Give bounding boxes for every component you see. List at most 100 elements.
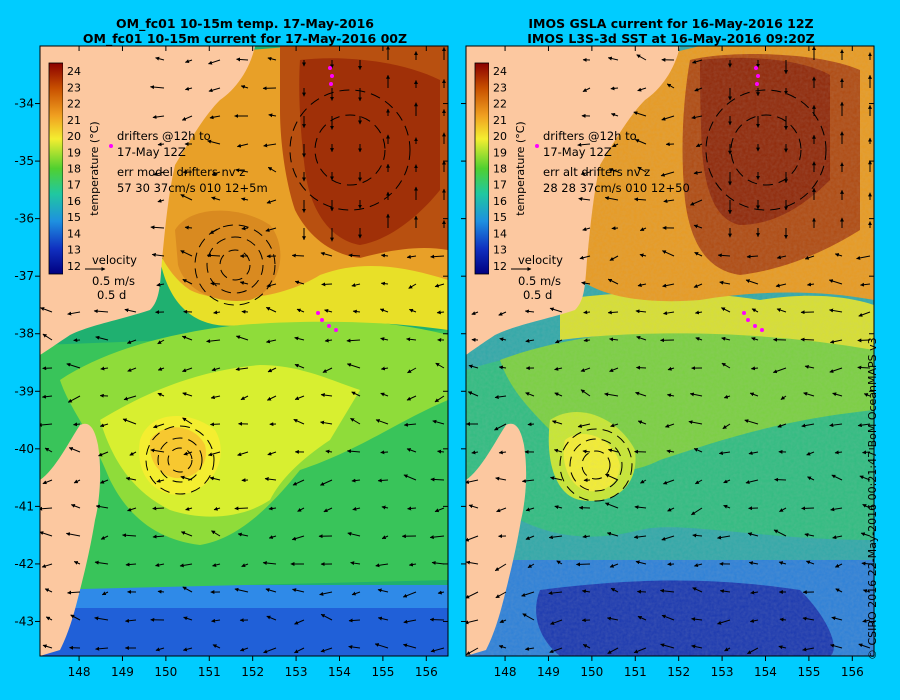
current-arrow [352,506,361,511]
current-arrow [780,395,787,400]
current-arrow [857,338,871,343]
current-arrow [554,505,563,510]
current-arrow [722,423,731,430]
drifters-label-line2: 17-May 12Z [117,145,186,159]
colorbar-tick-label: 16 [67,195,81,208]
colorbar-tick-label: 12 [493,260,507,273]
current-arrow [263,143,277,148]
current-arrow [240,85,249,89]
current-arrow [548,535,563,540]
current-arrow [429,535,445,540]
current-arrow [694,310,703,315]
colorbar-tick-label: 19 [493,146,507,159]
current-arrow [180,250,193,257]
current-arrow [212,563,221,567]
current-arrow [693,170,703,175]
current-arrow [606,616,619,621]
current-arrow [211,367,221,372]
current-arrow [554,392,563,397]
current-arrow [320,251,333,257]
current-arrow [720,307,731,313]
lon-tick-label: 152 [241,665,264,679]
current-arrow [348,644,361,649]
colorbar-tick-label: 18 [493,163,507,176]
current-arrow [297,507,305,512]
current-arrow [637,615,647,621]
current-arrow [268,506,277,511]
current-arrow [498,644,507,649]
lon-tick-label: 153 [285,665,308,679]
current-arrow [266,283,277,288]
current-arrow [437,590,445,595]
current-arrow [635,309,647,314]
current-arrow [496,507,507,513]
current-arrow [582,534,591,539]
current-arrow [351,478,361,483]
left-map-frame [39,45,449,657]
current-arrow [379,308,389,313]
current-arrow [554,366,563,371]
current-arrow [181,335,193,341]
current-arrow [67,311,81,316]
current-arrow [723,479,731,484]
current-arrow [431,560,445,565]
current-arrow [779,617,787,622]
right-title-line2: IMOS L3S-3d SST at 16-May-2016 09:20Z [527,31,815,46]
current-arrow [607,310,619,315]
eddy-streamline [705,89,827,211]
current-arrow [380,337,389,342]
current-arrow [494,395,507,400]
current-arrow [213,310,221,315]
left-tasmania [40,423,101,656]
current-arrow [659,588,675,593]
eddy-streamline [206,236,264,294]
current-arrow [206,253,221,258]
current-arrow [471,311,479,315]
current-arrow [380,253,389,258]
lat-tick-label: -36 [14,212,34,226]
current-arrow [294,336,305,341]
current-arrow [322,367,333,373]
velocity-key-duration: 0.5 d [523,288,552,302]
current-arrow [691,617,703,622]
current-arrow [522,613,535,621]
current-arrow [834,450,843,455]
current-arrow [862,450,871,455]
current-arrow [861,561,871,566]
current-arrow [691,507,703,516]
current-arrow [182,417,193,425]
current-arrow [773,529,787,537]
current-arrow [466,591,479,599]
drifter-point [329,82,333,86]
current-arrow [693,224,703,229]
current-arrow [721,336,731,341]
current-arrow [125,476,137,481]
current-arrow [266,615,277,621]
current-arrow [639,253,647,258]
current-arrow [434,283,445,288]
current-arrow [611,226,619,231]
current-arrow [324,338,333,343]
current-arrow [634,197,647,202]
current-arrow [122,418,137,425]
current-arrow [778,561,787,565]
lat-tick-label: -39 [14,384,34,398]
current-arrow [801,423,815,428]
current-arrow [746,254,759,259]
current-arrow [213,506,221,511]
current-arrow [377,478,389,483]
current-arrow [268,535,277,539]
current-arrow [829,423,843,428]
velocity-key-duration: 0.5 d [97,288,126,302]
right-eddy-circulations [559,89,827,502]
current-arrow [637,283,647,287]
current-arrow [407,367,417,374]
colorbar-tick-label: 24 [67,65,81,78]
eddy-streamline [314,114,386,186]
drifter-point [327,324,331,328]
colorbar-label-bg [63,59,99,278]
current-arrow [695,337,703,341]
current-arrow [582,87,591,93]
current-arrow [150,448,165,453]
current-arrow [744,419,759,425]
